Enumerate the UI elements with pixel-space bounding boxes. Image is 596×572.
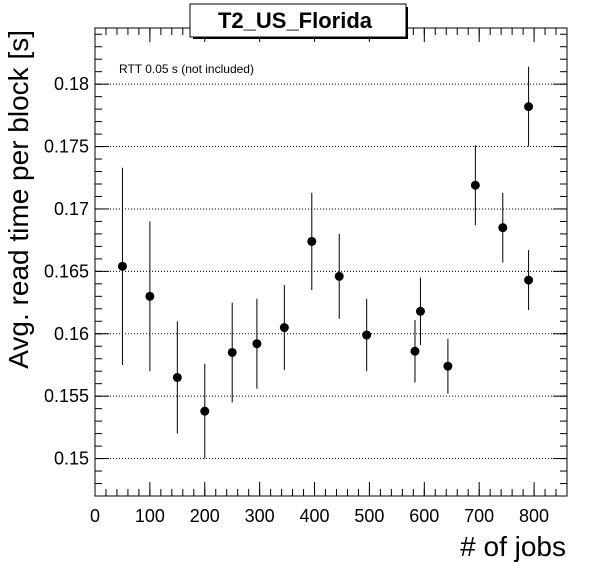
x-tick-label: 700 [464, 506, 494, 526]
x-tick-label: 200 [190, 506, 220, 526]
x-tick-label: 600 [409, 506, 439, 526]
y-tick-label: 0.17 [54, 199, 89, 219]
data-point [279, 323, 289, 333]
data-point [410, 346, 420, 356]
x-axis-title: # of jobs [460, 531, 566, 562]
y-tick-labels: 0.15 0.155 0.16 0.165 0.17 0.175 0.18 [44, 74, 89, 468]
x-tick-label: 300 [245, 506, 275, 526]
y-axis-ticks [95, 33, 567, 497]
data-point [252, 339, 262, 349]
data-point [307, 236, 317, 246]
data-point [362, 330, 372, 340]
data-point [443, 361, 453, 371]
data-point [227, 347, 237, 357]
y-gridlines [95, 83, 567, 460]
data-point [524, 275, 534, 285]
x-tick-labels: 0 100 200 300 400 500 600 700 800 [90, 506, 549, 526]
x-tick-label: 400 [300, 506, 330, 526]
data-point [334, 271, 344, 281]
chart-title: T2_US_Florida [218, 8, 373, 33]
y-tick-label: 0.15 [54, 449, 89, 469]
y-tick-label: 0.165 [44, 261, 89, 281]
y-tick-label: 0.16 [54, 324, 89, 344]
x-tick-label: 100 [135, 506, 165, 526]
data-point [470, 180, 480, 190]
title-box: T2_US_Florida [189, 3, 408, 39]
x-tick-label: 500 [354, 506, 384, 526]
x-tick-label: 800 [519, 506, 549, 526]
y-tick-label: 0.175 [44, 137, 89, 157]
y-tick-label: 0.18 [54, 74, 89, 94]
data-point [145, 291, 155, 301]
data-point [415, 306, 425, 316]
y-tick-label: 0.155 [44, 386, 89, 406]
data-point [524, 102, 534, 112]
data-point [498, 223, 508, 233]
data-point [200, 406, 210, 416]
y-axis-title: Avg. read time per block [s] [3, 30, 34, 369]
data-point [172, 372, 182, 382]
data-point [117, 261, 127, 271]
data-points [117, 102, 534, 416]
rtt-annotation: RTT 0.05 s (not included) [119, 62, 254, 76]
x-tick-label: 0 [90, 506, 100, 526]
